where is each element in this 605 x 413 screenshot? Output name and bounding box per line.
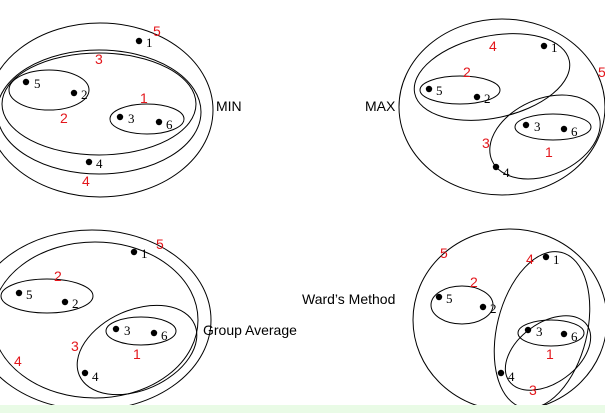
cluster-3-6-ellipse: [105, 316, 177, 346]
point-label: 3: [128, 111, 135, 126]
point-label: 5: [34, 76, 41, 91]
merge-order-label: 4: [526, 251, 534, 267]
data-point: [560, 330, 568, 338]
point-label: 6: [161, 328, 168, 343]
point-label: 5: [446, 291, 453, 306]
point-label: 6: [571, 124, 578, 139]
merge-order-label: 2: [60, 110, 68, 126]
cluster-3-6-ellipse: [517, 319, 585, 347]
merge-order-label: 4: [82, 173, 90, 189]
cluster-level-4-ellipse: [0, 49, 202, 175]
data-point: [130, 248, 138, 256]
point-label: 5: [26, 287, 33, 302]
point-label: 5: [436, 83, 443, 98]
merge-order-label: 3: [482, 135, 490, 151]
merge-order-label: 3: [71, 338, 79, 354]
panel-wards-method: 1 5 2 3 6 4 5 2 4 1 3 Ward’s Method: [302, 228, 605, 412]
data-point: [150, 329, 158, 337]
merge-order-label: 2: [463, 64, 471, 80]
point-label: 4: [503, 165, 510, 180]
method-label-group-average: Group Average: [203, 322, 297, 338]
data-point: [81, 369, 89, 377]
cluster-level-4-ellipse: [0, 241, 199, 399]
data-point: [116, 113, 124, 121]
panel-max: 1 5 2 3 6 4 4 5 2 3 1 MAX: [365, 18, 605, 196]
data-point: [522, 121, 530, 129]
point-label: 3: [534, 119, 541, 134]
data-point: [492, 163, 500, 171]
cluster-outer-ellipse: [0, 229, 212, 411]
data-point: [435, 293, 443, 301]
data-point: [85, 158, 93, 166]
data-point: [560, 125, 568, 133]
merge-order-label: 5: [598, 64, 605, 80]
panel-min: 1 2 3 4 5 6 5 3 1 2 4 MIN: [0, 22, 242, 198]
data-point: [542, 253, 550, 261]
point-label: 1: [553, 252, 560, 267]
data-point: [70, 89, 78, 97]
data-point: [425, 85, 433, 93]
data-point: [473, 93, 481, 101]
data-point: [61, 298, 69, 306]
merge-order-label: 4: [489, 38, 497, 54]
point-label: 1: [146, 35, 153, 50]
merge-order-label: 5: [153, 23, 161, 39]
method-label-max: MAX: [365, 98, 396, 114]
point-label: 6: [166, 117, 173, 132]
merge-order-label: 5: [440, 245, 448, 261]
merge-order-label: 4: [14, 353, 22, 369]
point-label: 3: [536, 324, 543, 339]
cluster-3-6-4-ellipse: [76, 304, 198, 396]
cluster-5-2-ellipse: [419, 75, 501, 105]
data-point: [155, 118, 163, 126]
merge-order-label: 1: [140, 90, 148, 106]
point-label: 2: [484, 91, 491, 106]
merge-order-label: 2: [470, 274, 478, 290]
point-label: 2: [72, 296, 79, 311]
point-label: 2: [81, 87, 88, 102]
cluster-outer-circle: [398, 18, 605, 196]
data-point: [497, 369, 505, 377]
cluster-3-6-ellipse: [109, 103, 185, 135]
cluster-3-6-ellipse: [514, 113, 592, 141]
data-point: [524, 326, 532, 334]
bottom-strip: [0, 405, 605, 413]
cluster-5-2-ellipse: [430, 285, 494, 325]
merge-order-label: 3: [529, 382, 537, 398]
data-point: [479, 303, 487, 311]
merge-order-label: 1: [546, 346, 554, 362]
data-point: [135, 37, 143, 45]
point-label: 4: [96, 156, 103, 171]
merge-order-label: 3: [95, 51, 103, 67]
data-point: [540, 42, 548, 50]
cluster-3-6-4-ellipse: [489, 94, 601, 180]
point-label: 4: [92, 369, 99, 384]
merge-order-label: 2: [54, 268, 62, 284]
merge-order-label: 1: [133, 346, 141, 362]
method-label-wards: Ward’s Method: [302, 291, 395, 307]
cluster-5-2-ellipse: [8, 69, 90, 111]
merge-order-label: 5: [156, 236, 164, 252]
point-label: 1: [551, 40, 558, 55]
point-label: 2: [490, 301, 497, 316]
data-point: [22, 78, 30, 86]
data-point: [112, 325, 120, 333]
point-label: 6: [571, 329, 578, 344]
merge-order-label: 1: [545, 144, 553, 160]
cluster-5-2-ellipse: [0, 278, 94, 314]
cluster-outer-ellipse: [0, 22, 214, 198]
point-label: 4: [508, 369, 515, 384]
point-label: 1: [141, 246, 148, 261]
method-label-min: MIN: [216, 98, 242, 114]
point-label: 3: [124, 323, 131, 338]
cluster-level-3-ellipse: [1, 52, 197, 156]
cluster-5-2-1-ellipse: [413, 33, 571, 121]
panel-group-average: 1 5 2 3 6 4 5 2 3 1 4 Group Average: [0, 229, 297, 411]
data-point: [15, 289, 23, 297]
